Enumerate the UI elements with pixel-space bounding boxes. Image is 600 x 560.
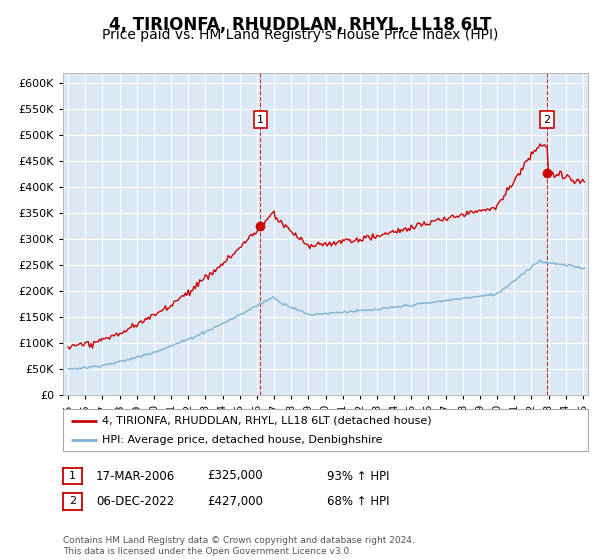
Text: £427,000: £427,000 [207, 494, 263, 508]
Text: 1: 1 [257, 115, 264, 124]
Text: £325,000: £325,000 [207, 469, 263, 483]
Text: HPI: Average price, detached house, Denbighshire: HPI: Average price, detached house, Denb… [103, 435, 383, 445]
Text: 2: 2 [69, 496, 76, 506]
Text: 93% ↑ HPI: 93% ↑ HPI [327, 469, 389, 483]
Text: Contains HM Land Registry data © Crown copyright and database right 2024.
This d: Contains HM Land Registry data © Crown c… [63, 536, 415, 556]
Text: 4, TIRIONFA, RHUDDLAN, RHYL, LL18 6LT: 4, TIRIONFA, RHUDDLAN, RHYL, LL18 6LT [109, 16, 491, 34]
Text: 1: 1 [69, 471, 76, 481]
Text: Price paid vs. HM Land Registry's House Price Index (HPI): Price paid vs. HM Land Registry's House … [102, 28, 498, 42]
Text: 4, TIRIONFA, RHUDDLAN, RHYL, LL18 6LT (detached house): 4, TIRIONFA, RHUDDLAN, RHYL, LL18 6LT (d… [103, 416, 432, 426]
Text: 2: 2 [544, 115, 551, 124]
Text: 68% ↑ HPI: 68% ↑ HPI [327, 494, 389, 508]
Text: 17-MAR-2006: 17-MAR-2006 [96, 469, 175, 483]
Text: 06-DEC-2022: 06-DEC-2022 [96, 494, 174, 508]
